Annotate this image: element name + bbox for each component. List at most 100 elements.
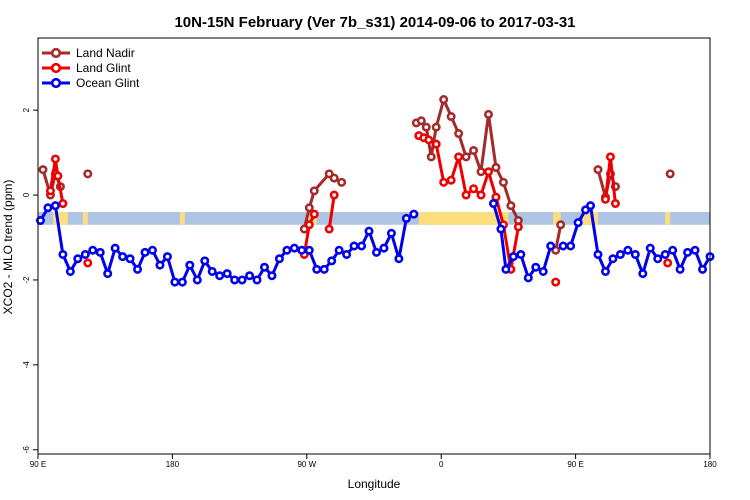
data-point: [327, 256, 337, 266]
data-point: [110, 243, 120, 253]
data-point: [304, 245, 314, 255]
plot-area: [35, 95, 715, 287]
data-point: [215, 271, 225, 281]
data-point: [192, 275, 202, 285]
x-tick-label: 180: [703, 460, 717, 469]
data-point: [531, 262, 541, 272]
data-point: [586, 201, 596, 211]
data-point: [43, 203, 53, 213]
data-point: [551, 277, 561, 287]
y-tick-label: 0: [22, 192, 31, 197]
data-point: [309, 186, 319, 196]
x-axis-label: Longitude: [348, 477, 401, 491]
data-point: [615, 249, 625, 259]
data-point: [496, 224, 506, 234]
data-point: [698, 264, 708, 274]
band-land-4: [418, 212, 509, 225]
data-point: [267, 271, 277, 281]
y-axis: -6 -4 -2 0 2: [22, 107, 38, 453]
data-point: [324, 224, 334, 234]
data-point: [401, 213, 411, 223]
data-point: [319, 264, 329, 274]
data-point: [50, 154, 60, 164]
data-point: [349, 241, 359, 251]
data-point: [200, 256, 210, 266]
data-point: [660, 249, 670, 259]
data-point: [147, 245, 157, 255]
data-point: [506, 201, 516, 211]
band-land-5: [553, 212, 561, 225]
data-point: [454, 152, 464, 162]
data-point: [683, 247, 693, 257]
data-point: [118, 252, 128, 262]
data-point: [364, 226, 374, 236]
data-point: [73, 254, 83, 264]
data-point: [304, 203, 314, 213]
data-point: [53, 171, 63, 181]
data-point: [446, 175, 456, 185]
legend-label: Ocean Glint: [76, 76, 140, 90]
data-point: [488, 199, 498, 209]
data-point: [439, 95, 449, 105]
data-point: [103, 269, 113, 279]
x-tick-label: 90 E: [30, 460, 46, 469]
data-point: [222, 269, 232, 279]
x-tick-label: 90 W: [297, 460, 316, 469]
data-point: [65, 266, 75, 276]
data-point: [337, 177, 347, 187]
data-point: [426, 152, 436, 162]
data-point: [454, 129, 464, 139]
band-water: [38, 212, 710, 225]
data-point: [469, 145, 479, 155]
legend-marker: [50, 62, 62, 74]
data-point: [177, 277, 187, 287]
data-point: [431, 122, 441, 132]
data-point: [675, 264, 685, 274]
legend-marker: [50, 47, 62, 59]
x-axis: 90 E 180 90 W 0 90 E 180: [30, 454, 717, 469]
data-point: [58, 249, 68, 259]
data-point: [83, 258, 93, 268]
data-point: [282, 245, 292, 255]
data-point: [424, 135, 434, 145]
data-point: [638, 269, 648, 279]
series-line: [48, 157, 65, 204]
data-point: [593, 249, 603, 259]
data-point: [663, 258, 673, 268]
data-point: [538, 266, 548, 276]
data-point: [546, 241, 556, 251]
data-point: [140, 247, 150, 257]
data-point: [274, 254, 284, 264]
data-point: [558, 241, 568, 251]
data-point: [610, 199, 620, 209]
band-land-1: [82, 212, 88, 225]
data-point: [334, 245, 344, 255]
data-point: [386, 228, 396, 238]
data-point: [461, 152, 471, 162]
data-point: [690, 245, 700, 255]
data-point: [45, 186, 55, 196]
data-point: [665, 169, 675, 179]
data-point: [371, 247, 381, 257]
data-point: [668, 245, 678, 255]
chart-title: 10N-15N February (Ver 7b_s31) 2014-09-06…: [174, 14, 575, 31]
data-point: [439, 177, 449, 187]
data-point: [185, 260, 195, 270]
data-point: [125, 254, 135, 264]
data-point: [297, 245, 307, 255]
data-point: [379, 243, 389, 253]
data-point: [446, 112, 456, 122]
data-point: [329, 190, 339, 200]
data-point: [483, 109, 493, 119]
data-point: [35, 216, 45, 226]
data-point: [329, 173, 339, 183]
data-point: [170, 277, 180, 287]
data-point: [309, 209, 319, 219]
data-point: [623, 245, 633, 255]
data-point: [566, 241, 576, 251]
data-point: [508, 252, 518, 262]
legend-label: Land Glint: [76, 61, 131, 75]
data-point: [513, 222, 523, 232]
data-point: [605, 152, 615, 162]
